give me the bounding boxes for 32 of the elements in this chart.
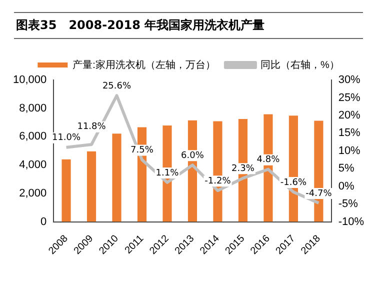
y-tick-label: 10,000 bbox=[12, 74, 47, 86]
y2-tick-label: -5% bbox=[338, 198, 358, 210]
bar bbox=[62, 159, 71, 222]
bar bbox=[112, 134, 122, 222]
y2-tick-label: 20% bbox=[338, 109, 361, 122]
data-label: 25.6% bbox=[102, 81, 132, 92]
legend-label: 产量:家用洗衣机（左轴，万台） bbox=[72, 58, 216, 71]
data-label: 2.3% bbox=[232, 164, 255, 174]
chart-title: 图表35 2008-2018 年我国家用洗衣机产量 bbox=[14, 12, 363, 39]
y-tick-label: 8,000 bbox=[19, 102, 47, 114]
y2-tick-label: 15% bbox=[338, 127, 361, 140]
y2-tick-label: 25% bbox=[338, 92, 361, 104]
legend-label: 同比（右轴，%） bbox=[260, 58, 340, 71]
y2-tick-label: 5% bbox=[338, 162, 354, 175]
data-label: 11.0% bbox=[52, 133, 82, 144]
data-label: -1.2% bbox=[204, 176, 232, 186]
data-label: -4.7% bbox=[306, 188, 332, 199]
y-tick-label: 6,000 bbox=[19, 130, 47, 143]
bar bbox=[86, 151, 96, 222]
y2-tick-label: 30% bbox=[338, 74, 361, 86]
data-label: 1.1% bbox=[156, 168, 180, 178]
data-label: 6.0% bbox=[181, 150, 204, 161]
y-tick-label: 2,000 bbox=[19, 187, 47, 200]
y2-tick-label: 0% bbox=[338, 180, 354, 192]
data-label: 4.8% bbox=[256, 155, 280, 166]
y2-tick-label: -10% bbox=[338, 216, 364, 228]
y-tick-label: 0 bbox=[40, 216, 47, 228]
data-label: 7.5% bbox=[130, 146, 154, 156]
data-label: -1.6% bbox=[280, 178, 307, 188]
data-label: 11.8% bbox=[77, 122, 106, 132]
y2-tick-label: 10% bbox=[338, 144, 361, 157]
y-tick-label: 4,000 bbox=[19, 159, 47, 172]
